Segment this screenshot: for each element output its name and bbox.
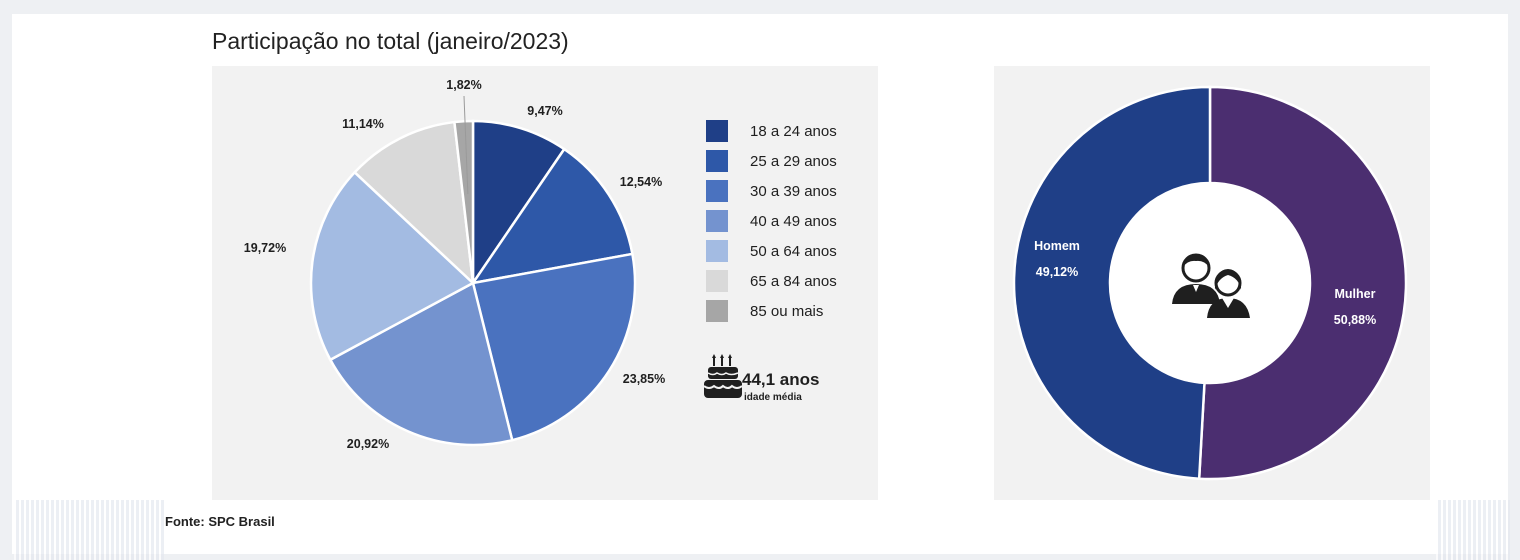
legend-label: 25 a 29 anos <box>750 152 837 170</box>
pie-data-label-50-a-64-anos: 19,72% <box>244 241 286 255</box>
legend-label: 85 ou mais <box>750 302 824 320</box>
donut-category-label-mulher: Mulher <box>1335 287 1376 301</box>
legend-swatch <box>706 210 728 232</box>
pie-slice-30-a-39-anos <box>471 252 637 442</box>
donut-hole <box>1111 184 1309 382</box>
decorative-stripes-left <box>14 500 164 560</box>
legend-label: 65 a 84 anos <box>750 272 837 290</box>
pie-data-label-18-a-24-anos: 9,47% <box>527 104 562 118</box>
average-age-label: idade média <box>744 392 802 403</box>
legend-item-65-a-84-anos: 65 a 84 anos <box>706 266 837 296</box>
legend-item-18-a-24-anos: 18 a 24 anos <box>706 116 837 146</box>
pie-data-label-40-a-49-anos: 20,92% <box>347 437 389 451</box>
age-legend: 18 a 24 anos 25 a 29 anos 30 a 39 anos 40 a… <box>706 116 837 326</box>
pie-slice-40-a-49-anos <box>328 281 514 447</box>
chart-title: Participação no total (janeiro/2023) <box>212 28 569 54</box>
source-note: Fonte: SPC Brasil <box>165 514 275 529</box>
legend-item-85-ou-mais: 85 ou mais <box>706 296 837 326</box>
legend-swatch <box>706 270 728 292</box>
pie-slice-25-a-29-anos <box>470 147 634 285</box>
donut-category-label-homem: Homem <box>1034 239 1080 253</box>
donut-value-label-mulher: 50,88% <box>1334 313 1376 327</box>
legend-label: 30 a 39 anos <box>750 182 837 200</box>
pie-slice-65-a-84-anos <box>352 120 475 287</box>
legend-swatch <box>706 150 728 172</box>
pie-slice-85-ou-mais <box>453 119 475 284</box>
average-age: 44,1 anos idade média <box>703 354 864 406</box>
legend-swatch <box>706 240 728 262</box>
decorative-stripes-right <box>1436 500 1510 560</box>
donut-slice-homem <box>1012 85 1212 481</box>
legend-item-50-a-64-anos: 50 a 64 anos <box>706 236 837 266</box>
legend-label: 18 a 24 anos <box>750 122 837 140</box>
legend-swatch <box>706 180 728 202</box>
legend-swatch <box>706 300 728 322</box>
pie-slice-50-a-64-anos <box>309 170 476 362</box>
legend-item-25-a-29-anos: 25 a 29 anos <box>706 146 837 176</box>
pie-data-label-25-a-29-anos: 12,54% <box>620 175 662 189</box>
birthday-cake-icon <box>703 354 743 398</box>
legend-label: 50 a 64 anos <box>750 242 837 260</box>
pie-data-label-85-ou-mais: 1,82% <box>446 78 481 92</box>
legend-swatch <box>706 120 728 142</box>
legend-label: 40 a 49 anos <box>750 212 837 230</box>
legend-item-40-a-49-anos: 40 a 49 anos <box>706 206 837 236</box>
donut-slice-mulher <box>1197 85 1408 481</box>
pie-data-label-65-a-84-anos: 11,14% <box>342 117 384 131</box>
average-age-value: 44,1 anos <box>742 370 820 389</box>
pie-data-label-30-a-39-anos: 23,85% <box>623 372 665 386</box>
pie-slice-18-a-24-anos <box>471 119 566 288</box>
pie-leader-line <box>463 95 469 195</box>
legend-item-30-a-39-anos: 30 a 39 anos <box>706 176 837 206</box>
donut-value-label-homem: 49,12% <box>1036 265 1078 279</box>
